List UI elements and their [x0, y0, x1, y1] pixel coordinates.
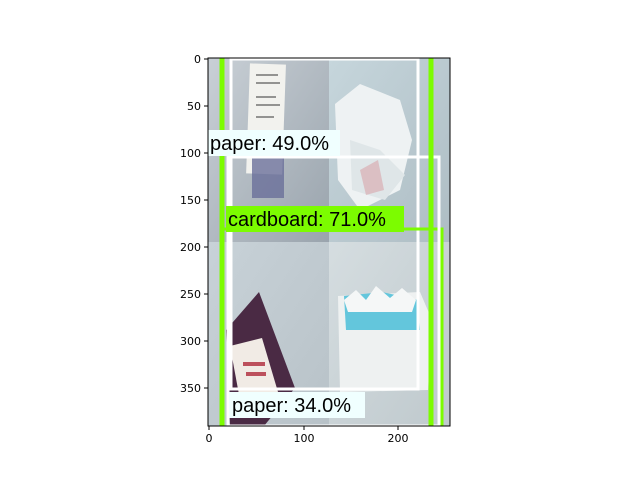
- detection-label-text: cardboard: 71.0%: [228, 209, 386, 231]
- detection-label-2: cardboard: 71.0%: [226, 206, 404, 232]
- y-tick-label: 250: [180, 288, 201, 301]
- y-tick-label: 350: [180, 382, 201, 395]
- y-tick-label: 200: [180, 241, 201, 254]
- bbox-paper-34: [226, 155, 441, 426]
- detection-label-3: paper: 34.0%: [229, 392, 365, 418]
- detection-label-1: paper: 49.0%: [208, 130, 340, 156]
- x-axis: 0 100 200: [206, 426, 409, 445]
- y-tick-label: 300: [180, 335, 201, 348]
- x-tick-label: 0: [206, 432, 213, 445]
- x-tick-label: 200: [388, 432, 409, 445]
- x-tick-label: 100: [294, 432, 315, 445]
- detection-label-text: paper: 49.0%: [210, 133, 329, 155]
- y-tick-label: 100: [180, 147, 201, 160]
- axes-frame: [207, 57, 451, 427]
- y-tick-label: 50: [187, 100, 201, 113]
- y-tick-label: 150: [180, 194, 201, 207]
- detection-label-text: paper: 34.0%: [232, 395, 351, 417]
- y-axis: 0 50 100 150 200 250 300 350: [180, 53, 208, 395]
- y-tick-label: 0: [194, 53, 201, 66]
- photo-image: [208, 58, 450, 426]
- bbox-green-edges: [219, 58, 434, 426]
